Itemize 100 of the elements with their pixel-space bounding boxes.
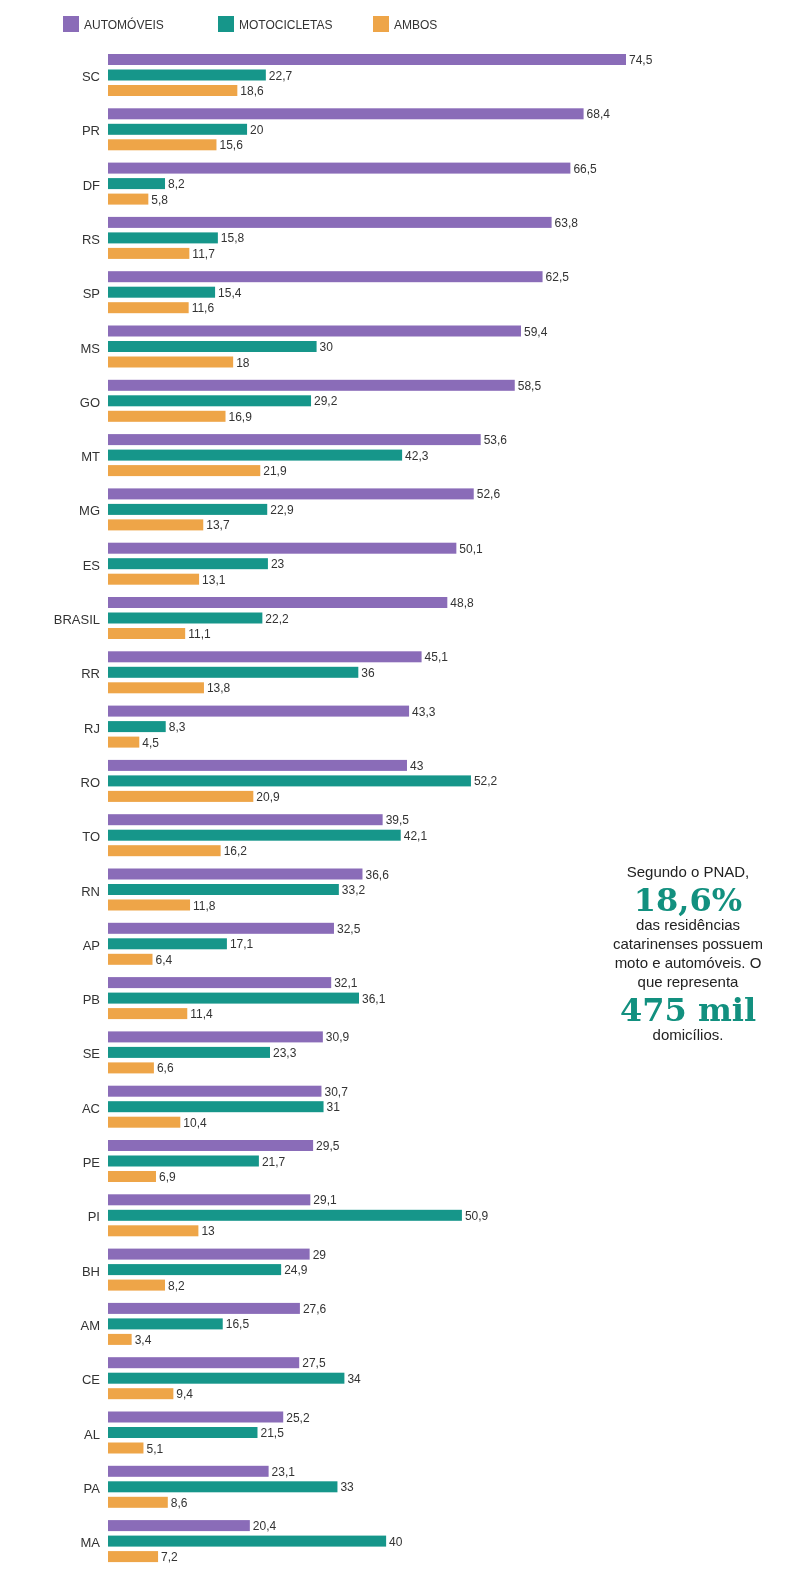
y-tick-label: MT	[81, 449, 101, 465]
data-label: 74,5	[629, 53, 653, 67]
bar	[108, 1101, 324, 1113]
bar	[108, 434, 481, 446]
bar	[108, 379, 515, 391]
bar	[108, 829, 401, 841]
data-label: 24,9	[284, 1263, 308, 1278]
y-tick-label: MA	[80, 1535, 101, 1551]
legend-label: AUTOMÓVEIS	[84, 17, 164, 32]
data-label: 43	[409, 758, 424, 773]
bar	[108, 1535, 387, 1547]
data-label: 15,4	[218, 285, 242, 300]
bar	[108, 232, 218, 244]
data-label: 16,5	[225, 1317, 250, 1332]
bar	[108, 1357, 300, 1369]
data-label: 68,4	[586, 107, 611, 122]
y-tick-label: PR	[81, 123, 100, 139]
data-label: 11,8	[193, 898, 216, 913]
bar	[108, 465, 261, 477]
bar	[108, 1442, 144, 1454]
y-tick-label: BRASIL	[53, 612, 100, 627]
data-label: 30,7	[324, 1084, 349, 1099]
data-label: 20	[250, 122, 264, 137]
bar	[108, 193, 149, 205]
bar	[108, 1155, 259, 1167]
bar	[108, 1465, 269, 1477]
data-label: 30	[319, 340, 334, 354]
y-tick-label: RO	[80, 774, 100, 790]
data-label: 21,5	[260, 1426, 285, 1440]
annotation: das residências catarinenses possuem moto e automóveis. O que representa	[612, 916, 764, 990]
data-label: 11,6	[191, 301, 215, 316]
data-label: 29,1	[313, 1193, 338, 1208]
bar	[108, 395, 312, 407]
data-label: 15,8	[220, 231, 245, 246]
bar	[108, 1411, 284, 1423]
bar	[108, 1225, 199, 1237]
bar	[108, 1520, 250, 1532]
bar	[108, 341, 317, 352]
data-label: 22,9	[270, 502, 294, 517]
y-tick-label: ES	[82, 557, 101, 573]
data-label: 20,9	[256, 789, 280, 804]
data-label: 7,2	[161, 1550, 179, 1565]
bar	[108, 922, 334, 934]
y-tick-label: RN	[81, 883, 100, 899]
data-label: 8,6	[170, 1495, 188, 1510]
text: domicílios.	[652, 1026, 724, 1043]
data-label: 21,7	[261, 1154, 286, 1169]
data-label: 45,1	[424, 650, 449, 665]
data-label: 11,7	[192, 246, 216, 261]
text: Segundo o PNAD,	[626, 863, 750, 880]
bar	[108, 759, 407, 771]
data-label: 16,9	[228, 409, 253, 424]
data-label: 6,4	[155, 952, 173, 967]
bar	[108, 977, 332, 989]
data-label: 16,2	[223, 844, 248, 859]
bar	[108, 1062, 154, 1074]
data-label: 3,4	[134, 1332, 152, 1347]
y-tick-label: RS	[81, 231, 101, 247]
data-label: 52,2	[473, 774, 498, 789]
y-tick-label: AM	[80, 1317, 100, 1333]
bar	[108, 1031, 323, 1043]
data-label: 13,7	[206, 518, 230, 533]
data-label: 29,5	[316, 1139, 340, 1153]
bar	[108, 356, 234, 368]
bar	[108, 123, 248, 135]
bar	[108, 410, 226, 422]
bar	[108, 139, 217, 151]
data-label: 25,2	[286, 1410, 310, 1425]
bar	[108, 1264, 282, 1276]
data-label: 39,5	[385, 813, 410, 828]
data-label: 36	[361, 665, 375, 680]
bar	[108, 1427, 258, 1438]
bar	[108, 1318, 223, 1330]
data-label: 27,5	[302, 1356, 326, 1371]
data-label: 58,5	[517, 378, 542, 393]
data-label: 29	[312, 1247, 327, 1262]
bar	[108, 271, 543, 283]
bar	[108, 558, 268, 570]
bar	[108, 108, 584, 120]
bar	[108, 938, 227, 950]
data-label: 11,1	[188, 627, 211, 641]
y-tick-label: AL	[84, 1426, 100, 1442]
data-label: 6,6	[156, 1061, 174, 1076]
bar	[108, 884, 339, 895]
data-label: 62,5	[545, 270, 570, 285]
data-label: 6,9	[158, 1170, 176, 1184]
data-label: 13,1	[202, 572, 226, 587]
y-tick-label: SP	[82, 286, 100, 302]
data-label: 66,5	[573, 161, 598, 176]
bar	[108, 597, 448, 608]
data-label: 10,4	[183, 1115, 207, 1130]
data-label: 23,1	[271, 1464, 296, 1479]
data-label: 59,4	[524, 324, 548, 339]
data-label: 23	[270, 557, 285, 572]
data-label: 5,1	[146, 1441, 164, 1456]
data-label: 32,5	[336, 921, 361, 936]
bar	[108, 178, 166, 190]
data-label: 13,8	[206, 681, 231, 696]
y-tick-label: RJ	[84, 720, 100, 736]
bar	[108, 1388, 174, 1400]
